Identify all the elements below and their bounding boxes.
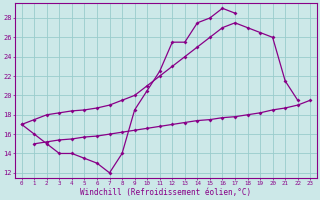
X-axis label: Windchill (Refroidissement éolien,°C): Windchill (Refroidissement éolien,°C) xyxy=(80,188,252,197)
